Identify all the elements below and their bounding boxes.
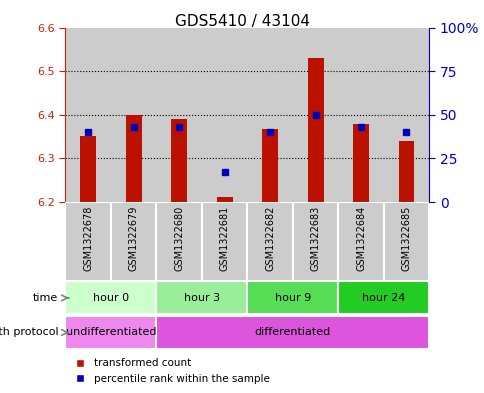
Bar [111, 28, 156, 202]
Bar [307, 58, 323, 202]
Bar [383, 202, 428, 281]
Bar [156, 316, 428, 349]
Bar [65, 281, 156, 314]
Text: hour 9: hour 9 [274, 293, 310, 303]
Bar [65, 316, 156, 349]
Bar [352, 124, 368, 202]
Text: GSM1322680: GSM1322680 [174, 206, 184, 271]
Text: GSM1322678: GSM1322678 [83, 206, 93, 271]
Bar [247, 202, 292, 281]
Text: hour 3: hour 3 [183, 293, 219, 303]
Bar [156, 281, 247, 314]
Bar [338, 281, 428, 314]
Bar [65, 202, 111, 281]
Bar [338, 202, 383, 281]
Bar [125, 115, 141, 202]
Text: time: time [33, 293, 58, 303]
Bar [156, 28, 201, 202]
Bar [171, 119, 187, 202]
Bar [201, 28, 247, 202]
Bar [261, 129, 277, 202]
Text: GSM1322685: GSM1322685 [401, 206, 410, 271]
Text: GSM1322682: GSM1322682 [265, 206, 274, 271]
Text: differentiated: differentiated [254, 327, 330, 338]
Bar [292, 28, 337, 202]
Bar [156, 202, 201, 281]
Text: undifferentiated: undifferentiated [65, 327, 156, 338]
Text: GSM1322679: GSM1322679 [128, 206, 138, 271]
Text: growth protocol: growth protocol [0, 327, 58, 338]
Bar [383, 28, 428, 202]
Bar [65, 28, 111, 202]
Bar [247, 28, 292, 202]
Text: GSM1322681: GSM1322681 [219, 206, 229, 271]
Bar [337, 28, 383, 202]
Text: hour 0: hour 0 [93, 293, 129, 303]
Bar [111, 202, 156, 281]
Bar [398, 141, 414, 202]
Bar [201, 202, 247, 281]
Text: GDS5410 / 43104: GDS5410 / 43104 [175, 14, 309, 29]
Bar [80, 136, 96, 202]
Bar [292, 202, 338, 281]
Bar [216, 197, 232, 202]
Text: GSM1322684: GSM1322684 [355, 206, 365, 271]
Bar [247, 281, 338, 314]
Legend: transformed count, percentile rank within the sample: transformed count, percentile rank withi… [71, 354, 273, 388]
Text: GSM1322683: GSM1322683 [310, 206, 320, 271]
Text: hour 24: hour 24 [362, 293, 405, 303]
